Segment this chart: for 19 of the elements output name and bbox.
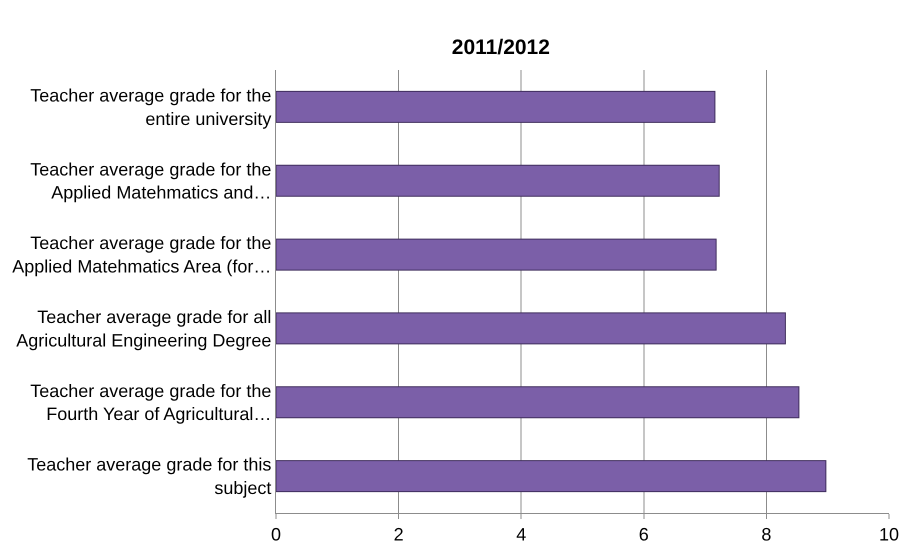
x-tick-label: 2 bbox=[394, 524, 404, 545]
y-tick-label: Teacher average grade for the Applied Matehmatics and… bbox=[30, 159, 272, 203]
bar bbox=[276, 238, 717, 271]
bar bbox=[276, 90, 716, 123]
y-tick-label: Teacher average grade for the entire university bbox=[30, 86, 272, 129]
bar bbox=[276, 164, 720, 197]
chart-title: 2011/2012 bbox=[452, 36, 550, 59]
y-tick-label: Teacher average grade for the Applied Matehmatics Area (for… bbox=[12, 233, 272, 277]
x-tick-label: 4 bbox=[516, 524, 526, 545]
y-tick-label: Teacher average grade for this subject bbox=[27, 454, 272, 498]
x-tick-label: 8 bbox=[761, 524, 772, 545]
bar bbox=[276, 312, 786, 344]
y-tick-label: Teacher average grade for all Agricultural Engineering Degree bbox=[16, 307, 272, 350]
x-tick-label: 6 bbox=[638, 524, 649, 545]
x-tick-label: 0 bbox=[270, 524, 282, 545]
y-tick-label: Teacher average grade for the Fourth Year of Agricultural… bbox=[30, 380, 272, 424]
bar bbox=[276, 386, 800, 418]
bar bbox=[276, 460, 826, 492]
x-tick-label: 10 bbox=[878, 524, 900, 545]
